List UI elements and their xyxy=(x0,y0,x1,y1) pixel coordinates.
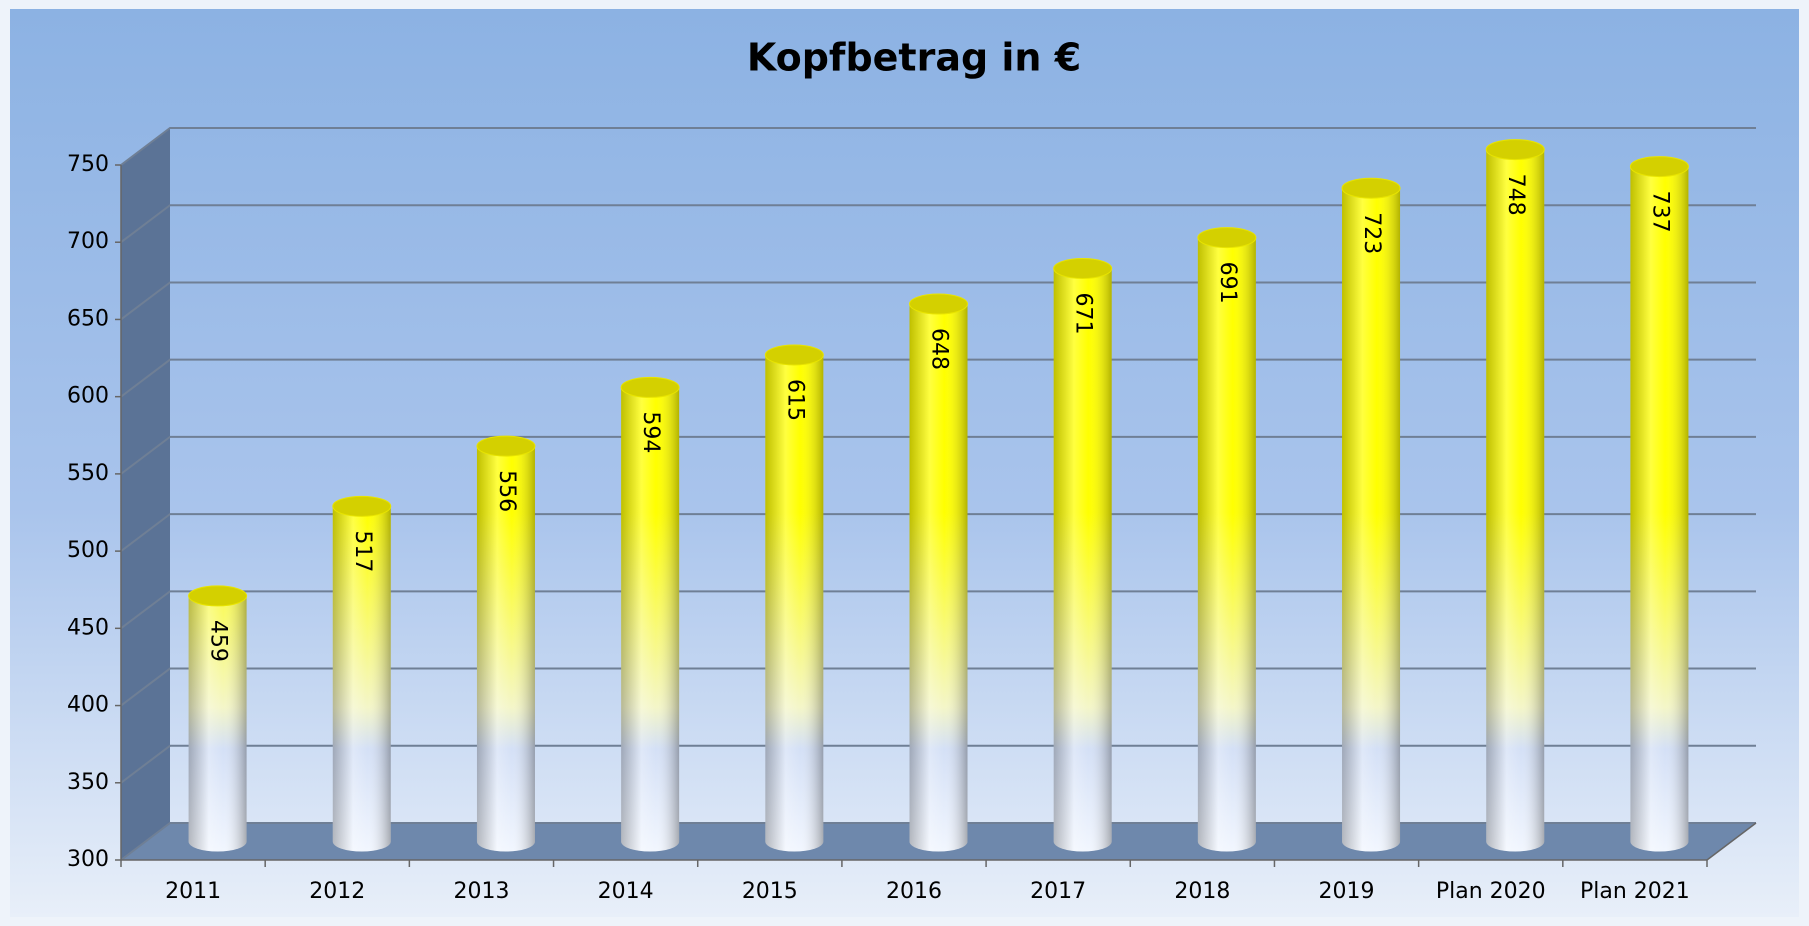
bar-shade xyxy=(1342,188,1401,852)
cylinder: 737 xyxy=(1629,156,1689,852)
y-tick-label: 550 xyxy=(67,461,109,486)
x-tick-label: Plan 2021 xyxy=(1580,879,1690,904)
bar-top xyxy=(909,293,968,315)
bar-top xyxy=(764,344,824,366)
y-tick-label: 650 xyxy=(67,306,109,331)
x-tick-label: 2013 xyxy=(453,879,509,904)
cylinder: 723 xyxy=(1341,177,1401,852)
bar-top xyxy=(1341,177,1401,199)
cylinder: 671 xyxy=(1053,258,1113,852)
bar-shade xyxy=(909,304,968,852)
cylinder: 459 xyxy=(188,585,248,852)
bar-shade xyxy=(1486,149,1545,852)
bar-top xyxy=(332,495,392,517)
grid-line xyxy=(120,204,1756,244)
y-tick-label: 500 xyxy=(67,538,109,563)
x-tick-label: 2011 xyxy=(165,879,221,904)
x-tick-label: 2016 xyxy=(886,879,942,904)
bar-top xyxy=(620,376,680,398)
x-tick-label: 2018 xyxy=(1174,879,1230,904)
bar-shade xyxy=(188,595,247,852)
bar-top xyxy=(1197,227,1257,249)
y-tick-label: 400 xyxy=(67,693,109,718)
bar-shade xyxy=(1630,166,1689,852)
bar-shade xyxy=(765,355,824,852)
bar-top xyxy=(1053,258,1113,280)
grid-line xyxy=(120,127,1756,166)
data-label: 556 xyxy=(494,470,519,512)
x-tick-label: 2015 xyxy=(742,879,798,904)
cylinder: 648 xyxy=(909,293,968,852)
cylinder: 691 xyxy=(1197,227,1257,852)
bar-top xyxy=(1485,139,1545,161)
data-label: 723 xyxy=(1359,212,1384,254)
y-tick-label: 300 xyxy=(67,847,109,872)
y-tick-label: 450 xyxy=(67,615,109,640)
x-tick-label: Plan 2020 xyxy=(1436,879,1546,904)
data-label: 459 xyxy=(206,620,231,662)
y-tick-label: 700 xyxy=(67,229,109,254)
data-label: 594 xyxy=(638,411,663,453)
x-tick-label: 2014 xyxy=(598,879,654,904)
bar-shade xyxy=(1053,268,1112,852)
cylinder: 748 xyxy=(1485,139,1545,852)
bar-top xyxy=(188,585,248,607)
x-axis-edge xyxy=(1706,822,1757,861)
bar-top xyxy=(1629,156,1689,178)
data-label: 737 xyxy=(1647,191,1672,233)
y-tick-label: 750 xyxy=(67,152,109,177)
data-label: 748 xyxy=(1503,174,1528,216)
y-tick-label: 350 xyxy=(67,770,109,795)
y-tick-label: 600 xyxy=(67,384,109,409)
bar-shade xyxy=(1197,237,1256,852)
cylinder: 594 xyxy=(620,376,680,852)
x-tick-label: 2017 xyxy=(1030,879,1086,904)
cylinder: 615 xyxy=(764,344,824,852)
data-label: 517 xyxy=(350,530,375,572)
bar-shade xyxy=(621,387,680,852)
x-tick-label: 2012 xyxy=(309,879,365,904)
data-label: 615 xyxy=(782,379,807,421)
bar-shade xyxy=(332,506,391,852)
data-label: 691 xyxy=(1215,262,1240,304)
chart-title: Kopfbetrag in € xyxy=(747,36,1081,80)
data-label: 648 xyxy=(927,328,952,370)
cylinder: 517 xyxy=(332,495,392,852)
bar-shade xyxy=(476,446,535,852)
data-label: 671 xyxy=(1071,293,1096,335)
cylinder: 556 xyxy=(476,435,536,852)
x-tick-label: 2019 xyxy=(1319,879,1375,904)
bar-top xyxy=(476,435,536,457)
